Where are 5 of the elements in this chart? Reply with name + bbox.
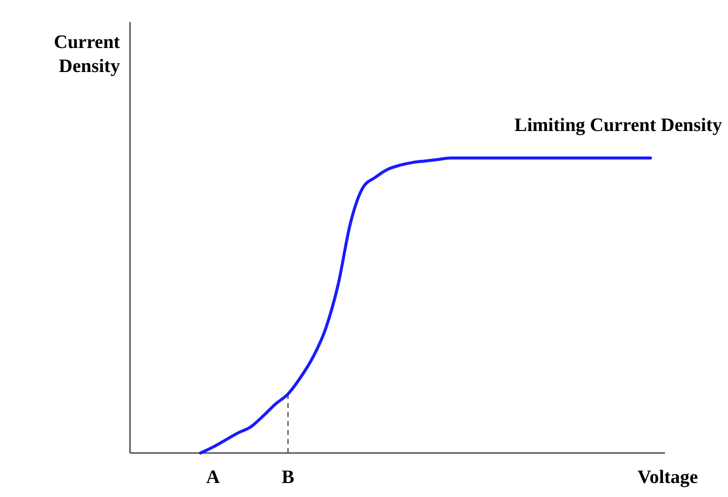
x-axis-title: Voltage — [637, 467, 698, 488]
text: Limiting Current Density — [514, 115, 722, 136]
x-tick-label: A — [206, 467, 220, 488]
x-tick-label: B — [282, 467, 295, 488]
y-axis-title: Current Density — [54, 32, 121, 77]
